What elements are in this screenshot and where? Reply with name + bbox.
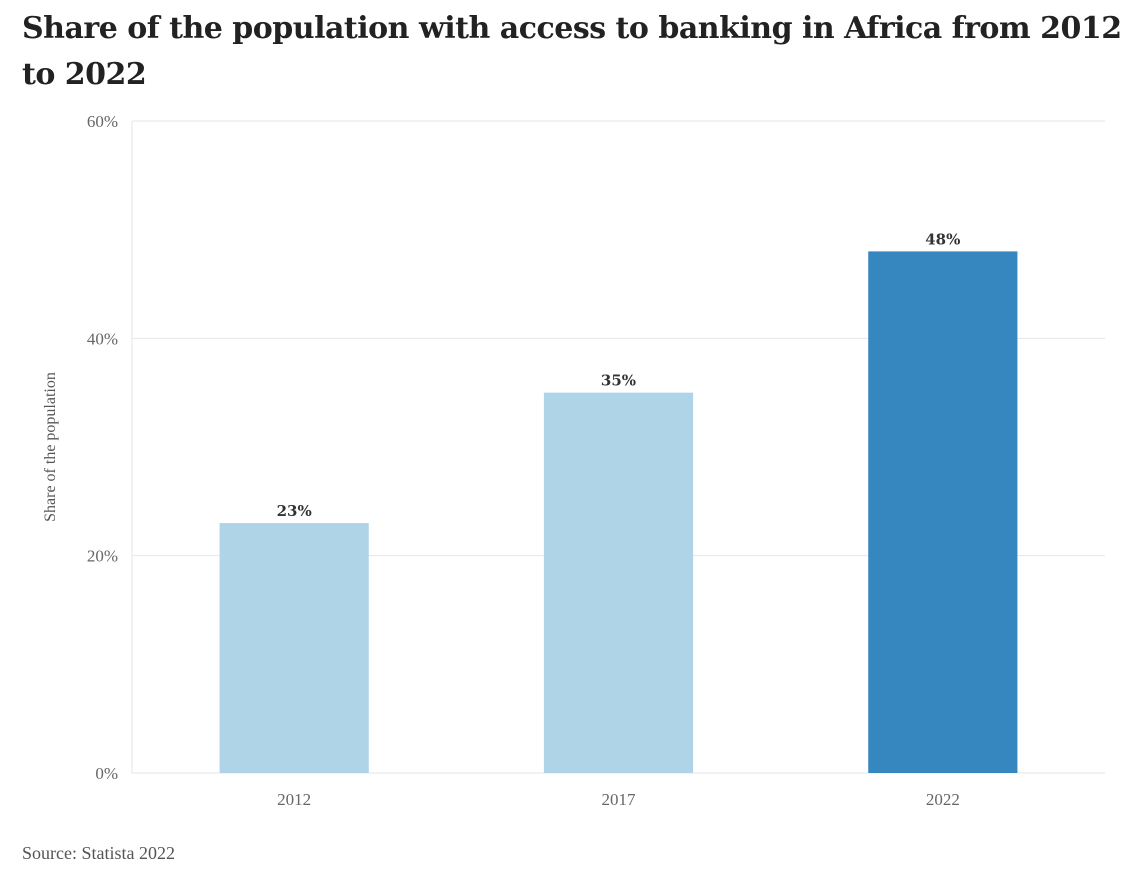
y-axis-title: Share of the population bbox=[42, 372, 59, 522]
data-label-2022: 48% bbox=[925, 230, 960, 248]
source-note: Source: Statista 2022 bbox=[22, 843, 175, 863]
y-axis-ticks: 0% 20% 40% 60% bbox=[87, 112, 118, 783]
chart-title: Share of the population with access to b… bbox=[22, 11, 1122, 92]
bars bbox=[219, 251, 1018, 773]
data-label-2017: 35% bbox=[601, 372, 636, 390]
y-tick-label: 60% bbox=[87, 112, 118, 131]
x-tick-label: 2012 bbox=[277, 790, 311, 809]
data-label-2012: 23% bbox=[277, 502, 312, 520]
x-axis-ticks: 2012 2017 2022 bbox=[277, 790, 960, 809]
data-labels: 23% 35% 48% bbox=[277, 230, 961, 520]
y-tick-label: 0% bbox=[95, 764, 118, 783]
bar-2017 bbox=[543, 392, 694, 773]
bar-2012 bbox=[219, 523, 369, 773]
x-tick-label: 2022 bbox=[926, 790, 960, 809]
x-tick-label: 2017 bbox=[602, 790, 637, 809]
y-tick-label: 20% bbox=[87, 547, 118, 566]
y-tick-label: 40% bbox=[87, 329, 118, 348]
bar-2022 bbox=[868, 251, 1018, 773]
